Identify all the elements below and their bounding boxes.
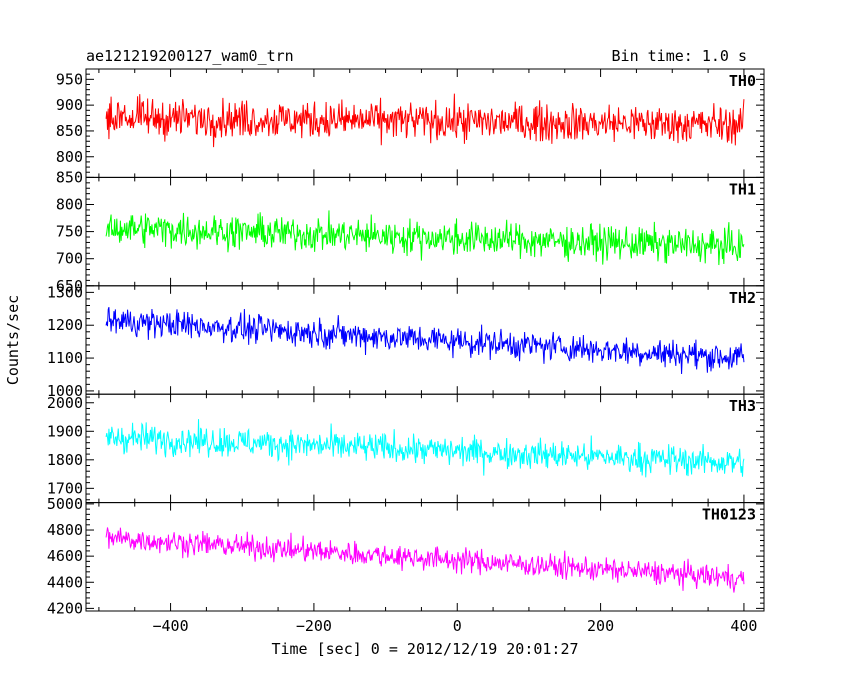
y-tick-label: 4400 <box>47 573 83 591</box>
y-tick-label: 750 <box>56 223 83 241</box>
y-tick-label: 2000 <box>47 394 83 412</box>
panel-stack: 800 850 900 950 TH0 650 700 750 800 850 TH1 1000 110… <box>47 68 765 635</box>
y-tick-label: 1200 <box>47 316 83 334</box>
x-tick-label: −200 <box>296 617 332 635</box>
y-tick-label: 5000 <box>47 495 83 513</box>
y-tick-label: 1100 <box>47 349 83 367</box>
panel-th2: 1000 1100 1200 1300 TH2 <box>47 283 765 400</box>
panel-label: TH2 <box>729 289 756 307</box>
y-tick-label: 1300 <box>47 283 83 301</box>
x-tick-label: −400 <box>153 617 189 635</box>
panel-label: TH3 <box>729 397 756 415</box>
panel-label: TH0 <box>729 72 756 90</box>
y-tick-label: 800 <box>56 148 83 166</box>
y-tick-label: 4600 <box>47 547 83 565</box>
series-line-th2 <box>105 307 745 375</box>
panel-th0: 800 850 900 950 TH0 <box>56 68 765 178</box>
y-tick-label: 1900 <box>47 422 83 440</box>
x-axis-label: Time [sec] 0 = 2012/12/19 20:01:27 <box>271 640 578 658</box>
x-tick-label: 400 <box>730 617 757 635</box>
panel-frame <box>85 502 765 612</box>
y-tick-label: 850 <box>56 122 83 140</box>
y-tick-label: 1700 <box>47 479 83 497</box>
panel-th1: 650 700 750 800 850 TH1 <box>56 168 765 295</box>
y-tick-label: 900 <box>56 96 83 114</box>
panel-label: TH1 <box>729 180 756 198</box>
y-tick-label: 950 <box>56 70 83 88</box>
y-tick-label: 1800 <box>47 451 83 469</box>
series-line-th1 <box>105 210 745 266</box>
y-axis-label: Counts/sec <box>4 295 22 385</box>
series-line-th0123 <box>105 527 745 593</box>
series-line-th0 <box>105 93 745 148</box>
y-tick-label: 650 <box>56 277 83 295</box>
x-tick-label: 200 <box>587 617 614 635</box>
y-tick-label: 4200 <box>47 599 83 617</box>
y-tick-label: 850 <box>56 168 83 186</box>
panel-th0123: 4200 4400 4600 4800 5000 TH0123 <box>47 495 765 617</box>
series-line-th3 <box>105 419 745 478</box>
panel-th3: 1700 1800 1900 2000 TH3 <box>47 393 765 504</box>
x-tick-label: 0 <box>453 617 462 635</box>
y-tick-label: 1000 <box>47 382 83 400</box>
chart-title: ae121219200127_wam0_trn <box>86 47 294 65</box>
y-tick-label: 700 <box>56 250 83 268</box>
bin-time-label: Bin time: 1.0 s <box>612 47 747 65</box>
y-tick-label: 4800 <box>47 521 83 539</box>
y-tick-label: 800 <box>56 196 83 214</box>
panel-label: TH0123 <box>702 506 756 524</box>
